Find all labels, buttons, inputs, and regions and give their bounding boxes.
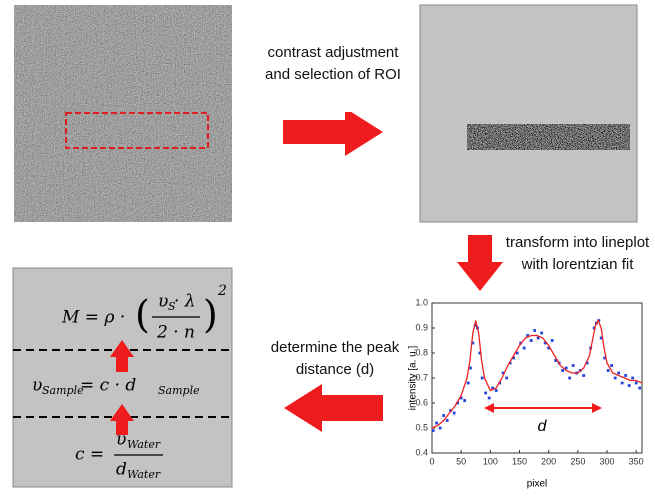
arrow-left	[284, 384, 383, 432]
y-tick-label: 0.7	[415, 372, 428, 382]
figure: contrast contrast adjustment and selecti…	[0, 0, 655, 491]
data-point	[523, 347, 526, 350]
data-point	[495, 389, 498, 392]
formula-text: Sample	[158, 384, 200, 397]
formula-text: · λ	[174, 292, 196, 312]
data-point	[469, 367, 472, 370]
y-tick-label: 0.4	[415, 447, 428, 457]
data-point	[453, 412, 456, 415]
line-plot: pixel intensity [a. u.] 0.40.50.60.70.80…	[408, 297, 644, 489]
formula-text: )	[203, 293, 218, 337]
formula-text: 2 · n	[156, 323, 195, 343]
data-point	[530, 339, 533, 342]
formula-text: Water	[127, 438, 161, 451]
roi-image	[420, 5, 637, 222]
data-point	[635, 382, 638, 385]
formula-text: υ	[116, 430, 126, 450]
data-point	[540, 332, 543, 335]
data-point	[467, 382, 470, 385]
formula-text: (	[135, 293, 150, 337]
data-point	[621, 382, 624, 385]
formula-text: υ	[158, 292, 168, 312]
x-tick-label: 0	[429, 456, 434, 466]
data-point	[561, 369, 564, 372]
data-point	[631, 377, 634, 380]
page: contrast contrast adjustment and selecti…	[0, 0, 655, 496]
data-point	[614, 377, 617, 380]
data-point	[582, 374, 585, 377]
data-point	[439, 427, 442, 430]
x-tick-label: 250	[570, 456, 585, 466]
data-point	[568, 377, 571, 380]
data-point	[617, 372, 620, 375]
formula-text: d	[116, 460, 127, 480]
annotation: d	[538, 418, 548, 435]
caption-box: determine the peak distance (d)	[255, 337, 415, 385]
caption: contrast adjustment and selection of ROI	[263, 42, 403, 112]
x-axis-label: pixel	[527, 479, 548, 490]
data-point	[484, 392, 487, 395]
caption-box: contrast adjustment and selection of ROI	[263, 42, 403, 112]
formula-text: 2	[217, 283, 227, 299]
formula-text: = c · d	[80, 376, 136, 396]
data-point	[505, 377, 508, 380]
x-tick-label: 100	[483, 456, 498, 466]
x-tick-label: 50	[456, 456, 466, 466]
data-point	[551, 339, 554, 342]
data-point	[481, 377, 484, 380]
x-tick-label: 300	[599, 456, 614, 466]
x-tick-label: 150	[512, 456, 527, 466]
formula-text: Sample	[42, 384, 84, 397]
y-tick-label: 0.9	[415, 322, 428, 332]
data-point	[607, 369, 610, 372]
data-point	[463, 399, 466, 402]
data-point	[488, 397, 491, 400]
data-point	[446, 419, 449, 422]
arrow-right	[283, 108, 383, 156]
caption: determine the peak distance (d)	[255, 337, 415, 381]
formula-text: υ	[32, 376, 42, 396]
caption-box: transform into lineplot with lorentzian …	[505, 232, 650, 302]
x-tick-label: 200	[541, 456, 556, 466]
formula-text: Water	[127, 468, 161, 481]
arrow-down	[457, 235, 503, 291]
y-tick-label: 1.0	[415, 297, 428, 307]
data-point	[435, 422, 438, 425]
y-tick-label: 0.8	[415, 347, 428, 357]
data-point	[638, 387, 641, 390]
data-point	[533, 329, 536, 332]
formula-text: c =	[75, 445, 104, 465]
y-tick-label: 0.5	[415, 422, 428, 432]
data-point	[624, 374, 627, 377]
x-tick-label: 350	[629, 456, 644, 466]
data-point	[572, 364, 575, 367]
data-point	[610, 364, 613, 367]
data-point	[432, 429, 435, 432]
formula-text: M = ρ ·	[61, 308, 125, 328]
caption: transform into lineplot with lorentzian …	[505, 232, 650, 276]
y-tick-label: 0.6	[415, 397, 428, 407]
data-point	[442, 414, 445, 417]
data-point	[628, 384, 631, 387]
roi-strip	[467, 124, 630, 150]
